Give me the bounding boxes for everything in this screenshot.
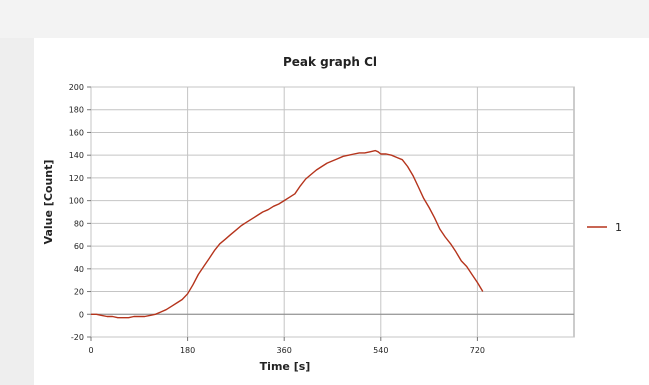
- x-tick-label: 720: [470, 346, 485, 355]
- y-tick-label: 180: [69, 106, 84, 115]
- chart-title: Peak graph Cl: [283, 55, 377, 69]
- top-band: [0, 0, 649, 38]
- y-tick-label: 160: [69, 128, 84, 137]
- legend: 1: [587, 221, 622, 234]
- y-axis-label: Value [Count]: [42, 160, 55, 245]
- legend-label-1: 1: [615, 221, 622, 234]
- y-tick-label: 140: [69, 151, 84, 160]
- series-layer: [91, 149, 484, 319]
- x-tick-label: 360: [277, 346, 292, 355]
- grid-layer: [90, 86, 575, 338]
- y-tick-label: 100: [69, 197, 84, 206]
- y-tick-label: 120: [69, 174, 84, 183]
- y-tick-label: 60: [74, 242, 84, 251]
- axis-layer: -20 0 20 40 60 80 100 120 140 160 180 200 0 180 360 540…: [69, 83, 574, 355]
- y-tick-label: 0: [79, 310, 84, 319]
- series-line-1: [91, 149, 484, 319]
- x-axis-label: Time [s]: [260, 360, 311, 373]
- y-tick-label: 20: [74, 288, 84, 297]
- y-tick-label: 200: [69, 83, 84, 92]
- x-tick-label: 540: [373, 346, 388, 355]
- y-tick-label: 40: [74, 265, 84, 274]
- y-tick-label: -20: [71, 333, 84, 342]
- x-tick-label: 0: [88, 346, 93, 355]
- x-tick-label: 180: [180, 346, 195, 355]
- y-tick-label: 80: [74, 219, 84, 228]
- plot-area: [90, 86, 575, 338]
